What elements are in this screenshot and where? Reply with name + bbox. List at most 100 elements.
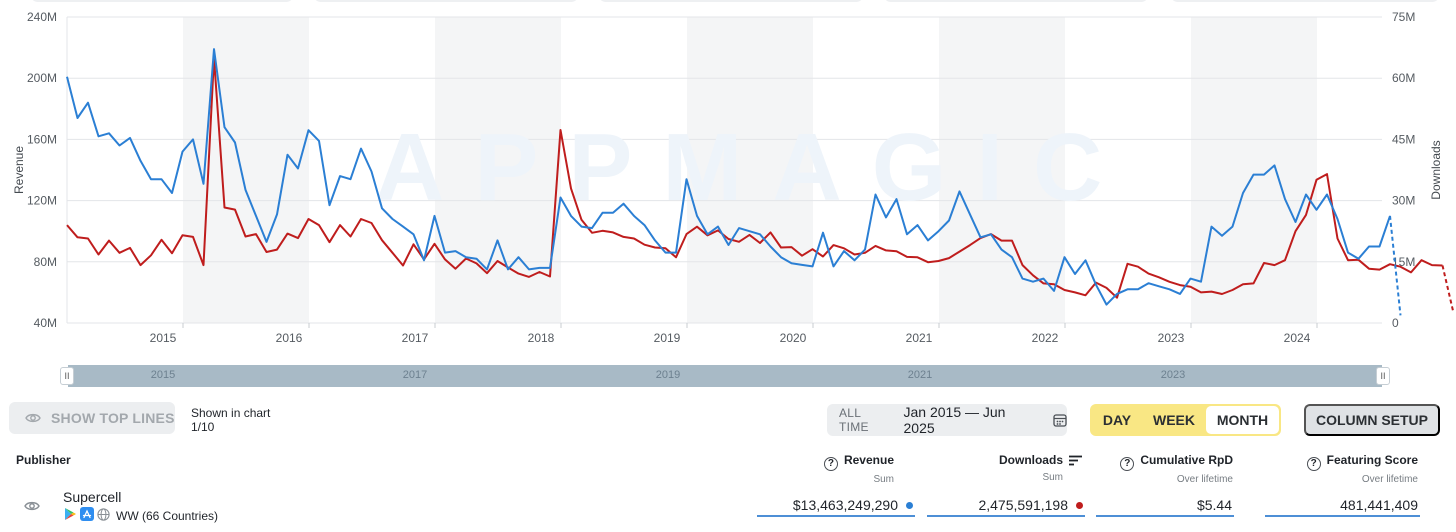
left-axis-ticks: 40M 80M 120M 160M 200M 240M — [27, 10, 57, 330]
help-icon[interactable]: ? — [1120, 456, 1135, 471]
revenue-cell: $13,463,249,290 — [757, 495, 915, 517]
year-band — [183, 17, 309, 323]
sort-descending-icon[interactable] — [1069, 455, 1082, 469]
app-store-icon — [80, 507, 94, 524]
series-layer — [66, 48, 1454, 316]
cumulative-rpd-value: $5.44 — [1196, 497, 1232, 513]
downloads-value: 2,475,591,198 — [978, 497, 1068, 513]
globe-icon — [97, 507, 110, 524]
show-top-lines-label: SHOW TOP LINES — [51, 410, 175, 426]
featuring-score-cell: 481,441,409 — [1265, 495, 1420, 517]
publisher-name-link[interactable]: Supercell — [63, 489, 122, 505]
column-header-sub: Sum — [1042, 472, 1063, 483]
shown-in-chart-label: Shown in chart — [191, 406, 271, 420]
y-tick-label: 40M — [34, 316, 57, 330]
revenue-series-line — [66, 48, 1391, 306]
navigator-label: 2017 — [402, 369, 428, 381]
navigator-left-handle[interactable]: II — [60, 367, 74, 385]
column-header-label: Downloads — [998, 453, 1063, 467]
eye-icon — [25, 412, 41, 424]
x-tick-label: 2019 — [654, 331, 681, 345]
left-axis-title: Revenue — [12, 146, 26, 194]
navigator-track[interactable] — [68, 365, 1382, 387]
downloads-series-line — [66, 56, 1443, 299]
downloads-cell: 2,475,591,198 — [927, 495, 1085, 517]
year-band — [1191, 17, 1317, 323]
top-tab-4[interactable] — [883, 0, 1149, 2]
top-tab-1[interactable] — [30, 0, 294, 2]
region-label: WW (66 Countries) — [116, 508, 219, 523]
column-header-sub: Over lifetime — [1361, 473, 1418, 485]
x-tick-label: 2018 — [528, 331, 555, 345]
right-axis-title: Downloads — [1429, 140, 1443, 199]
column-header-cumulative-rpd[interactable]: ? Cumulative RpD Over lifetime — [1120, 453, 1233, 485]
x-tick-label: 2015 — [150, 331, 177, 345]
revenue-projection-segment — [1389, 215, 1402, 316]
cumulative-rpd-cell: $5.44 — [1096, 495, 1234, 517]
y-tick-label: 120M — [27, 194, 57, 208]
date-range-picker[interactable]: ALL TIME Jan 2015 — Jun 2025 — [827, 404, 1067, 436]
top-tab-3[interactable] — [598, 0, 864, 2]
y-tick-label: 200M — [27, 71, 57, 85]
navigator-label: 2023 — [1160, 369, 1186, 381]
watermark-logo: APPMAGIC — [375, 114, 1132, 221]
year-band — [939, 17, 1065, 323]
y2-tick-label: 0 — [1392, 316, 1399, 330]
show-top-lines-button[interactable]: SHOW TOP LINES — [9, 402, 175, 434]
x-tick-label: 2024 — [1284, 331, 1311, 345]
navigator-label: 2021 — [907, 369, 933, 381]
x-tick-label: 2016 — [276, 331, 303, 345]
column-header-revenue[interactable]: ? Revenue Sum — [823, 453, 894, 485]
revenue-series-dot — [906, 501, 913, 509]
shown-in-chart-count: 1/10 — [191, 420, 215, 434]
column-setup-button[interactable]: COLUMN SETUP — [1304, 404, 1440, 436]
top-filter-tabs — [0, 0, 1456, 4]
x-tick-label: 2022 — [1032, 331, 1059, 345]
downloads-projection-segment — [1441, 265, 1454, 311]
help-icon[interactable]: ? — [1306, 456, 1321, 471]
y-tick-label: 160M — [27, 132, 57, 146]
column-header-sub: Sum — [873, 473, 894, 485]
y2-tick-label: 60M — [1392, 71, 1415, 85]
y-tick-label: 80M — [34, 255, 57, 269]
year-bands — [183, 17, 1317, 323]
x-tick-label: 2023 — [1158, 331, 1185, 345]
y-tick-label: 240M — [27, 10, 57, 24]
period-day-button[interactable]: DAY — [1102, 412, 1132, 428]
range-navigator[interactable]: 2015 2017 2019 2021 2023 II II — [60, 363, 1390, 389]
row-visibility-eye-icon[interactable] — [24, 499, 40, 517]
year-band — [687, 17, 813, 323]
x-tick-label: 2020 — [780, 331, 807, 345]
period-toggle: DAY WEEK MONTH — [1090, 404, 1281, 436]
period-week-button[interactable]: WEEK — [1153, 412, 1195, 428]
x-axis-ticks: 2015 2016 2017 2018 2019 2020 2021 2022 2023 2024 — [150, 323, 1318, 345]
y2-tick-label: 45M — [1392, 132, 1415, 146]
column-header-downloads[interactable]: Downloads Sum — [999, 453, 1082, 483]
all-time-label[interactable]: ALL TIME — [839, 406, 869, 434]
period-month-button[interactable]: MONTH — [1206, 406, 1279, 434]
x-tick-label: 2021 — [906, 331, 933, 345]
y2-tick-label: 75M — [1392, 10, 1415, 24]
y2-tick-label: 30M — [1392, 194, 1415, 208]
column-header-featuring-score[interactable]: ? Featuring Score Over lifetime — [1306, 453, 1418, 485]
navigator-label: 2019 — [655, 369, 681, 381]
column-header-label: Revenue — [843, 453, 894, 467]
revenue-value: $13,463,249,290 — [792, 497, 898, 513]
platform-row: WW (66 Countries) — [63, 507, 218, 524]
grid-lines — [66, 16, 1382, 324]
column-header-sub: Over lifetime — [1176, 473, 1233, 485]
downloads-series-dot — [1076, 501, 1083, 509]
date-range-text: Jan 2015 — Jun 2025 — [903, 404, 1006, 436]
x-tick-label: 2017 — [402, 331, 429, 345]
top-tab-2[interactable] — [313, 0, 579, 2]
featuring-score-value: 481,441,409 — [1340, 497, 1418, 513]
top-tab-5[interactable] — [1170, 0, 1440, 2]
column-header-label: Cumulative RpD — [1140, 453, 1233, 467]
column-header-publisher[interactable]: Publisher — [16, 453, 71, 467]
help-icon[interactable]: ? — [823, 456, 838, 471]
column-header-label: Publisher — [16, 453, 71, 467]
navigator-right-handle[interactable]: II — [1376, 367, 1390, 385]
calendar-icon[interactable] — [1053, 413, 1067, 427]
